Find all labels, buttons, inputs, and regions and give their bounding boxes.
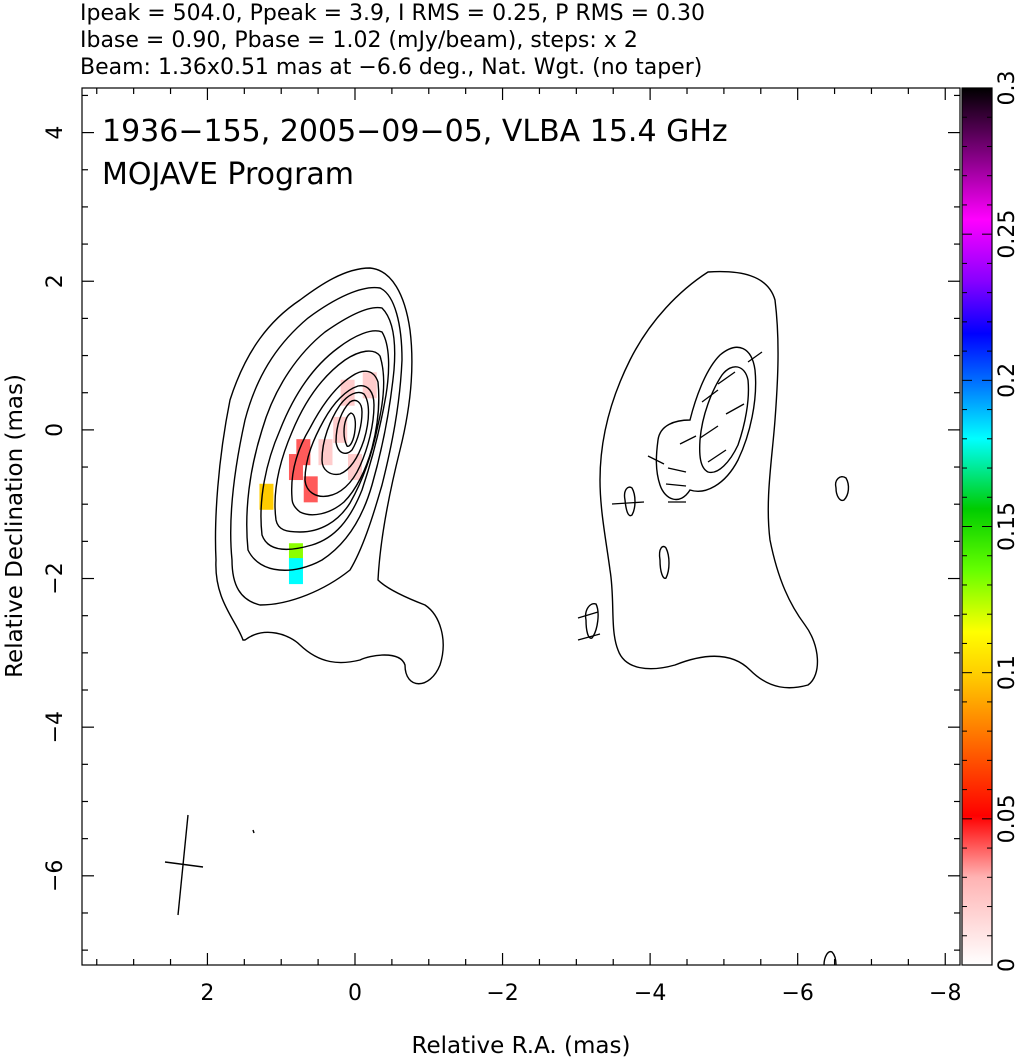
- contour-level-2: [230, 286, 403, 606]
- evpa-tick: [701, 389, 719, 403]
- evpa-tick: [667, 467, 687, 473]
- y-tick-label: −4: [43, 711, 68, 743]
- plot-title: 1936−155, 2005−09−05, VLBA 15.4 GHz: [102, 114, 728, 149]
- x-axis: 2 0 −2 −4 −6 −8: [96, 88, 961, 1006]
- evpa-tick: [665, 483, 687, 487]
- x-tick-label: −6: [781, 981, 813, 1006]
- evpa-tick: [577, 633, 601, 641]
- y-axis: 4 2 0 −2 −4 −6: [43, 94, 960, 951]
- intensity-contours: [214, 267, 636, 685]
- evpa-tick: [707, 449, 727, 463]
- x-tick-label: −4: [634, 981, 666, 1006]
- x-tick-label: −2: [486, 981, 518, 1006]
- contour-level-6: [290, 370, 380, 516]
- contour-left-isolated: [623, 486, 636, 517]
- evpa-tick: [611, 501, 645, 505]
- pol-contour-isolated-2: [584, 603, 599, 639]
- contour-level-7: [304, 385, 375, 498]
- x-axis-label: Relative R.A. (mas): [412, 1033, 631, 1059]
- y-tick-label: 2: [43, 274, 68, 288]
- y-tick-label: −2: [43, 562, 68, 594]
- colorbar-label: 0.3: [995, 71, 1020, 106]
- colorbar-label: 0.15: [995, 502, 1020, 551]
- beam-cross: [164, 814, 255, 916]
- evpa-tick: [679, 435, 697, 445]
- polarization-pixel: [347, 454, 362, 481]
- polarization-pixel: [362, 372, 377, 399]
- colorbar-ticks: 0 0.05 0.1 0.15 0.2 0.25 0.3: [962, 71, 1020, 972]
- evpa-tick: [717, 371, 736, 385]
- polarization-contours: [584, 270, 850, 966]
- colorbar-label: 0.1: [995, 655, 1020, 690]
- contour-level-4: [260, 330, 390, 551]
- colorbar-label: 0.05: [995, 794, 1020, 843]
- colorbar-label: 0: [995, 958, 1020, 972]
- pol-contour-outer: [599, 270, 819, 689]
- contour-level-5: [274, 350, 385, 533]
- contour-level-9: [335, 399, 363, 454]
- evpa-tick: [647, 455, 665, 465]
- pol-contour-inner-1: [655, 346, 757, 501]
- y-tick-label: 0: [43, 423, 68, 437]
- x-tick-label: −8: [929, 981, 961, 1006]
- x-tick-label: 0: [348, 981, 362, 1006]
- evpa-tick: [725, 403, 745, 415]
- header-line-1: Ipeak = 504.0, Ppeak = 3.9, I RMS = 0.25…: [80, 1, 705, 26]
- evpa-tick: [699, 425, 719, 439]
- pol-contour-bottom-edge: [823, 950, 837, 966]
- header-line-2: Ibase = 0.90, Pbase = 1.02 (mJy/beam), s…: [80, 28, 638, 53]
- header-line-3: Beam: 1.36x0.51 mas at −6.6 deg., Nat. W…: [80, 55, 702, 80]
- polarization-pixel: [288, 558, 303, 585]
- evpa-ticks: [577, 351, 763, 641]
- y-tick-label: −6: [43, 860, 68, 892]
- contour-level-10: [343, 412, 357, 447]
- colorbar-label: 0.25: [995, 210, 1020, 259]
- contour-level-8: [321, 391, 370, 476]
- y-axis-label: Relative Declination (mas): [2, 374, 28, 678]
- contour-level-3: [246, 306, 396, 571]
- pol-contour-isolated-3: [834, 476, 850, 502]
- x-tick-label: 2: [200, 981, 214, 1006]
- colorbar-label: 0.2: [995, 363, 1020, 398]
- pol-contour-inner-2: [699, 366, 750, 474]
- plot-frame: [81, 87, 961, 966]
- pol-contour-isolated-1: [658, 545, 670, 579]
- polarization-pixel: [318, 439, 333, 466]
- polarization-pixel: [303, 476, 318, 503]
- evpa-tick: [747, 351, 763, 363]
- plot-subtitle: MOJAVE Program: [102, 157, 354, 192]
- contour-level-1: [214, 267, 444, 685]
- evpa-tick: [577, 611, 599, 619]
- y-tick-label: 4: [43, 126, 68, 140]
